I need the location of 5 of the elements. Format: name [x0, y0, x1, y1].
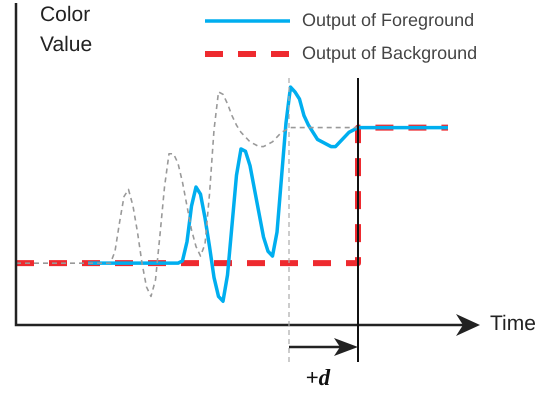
legend-label: Output of Background: [302, 43, 478, 64]
y-axis-title: Color Value: [40, 2, 94, 58]
x-axis-title: Time: [490, 311, 536, 337]
text: +d: [306, 365, 330, 391]
legend-label: Output of Foreground: [302, 10, 474, 31]
